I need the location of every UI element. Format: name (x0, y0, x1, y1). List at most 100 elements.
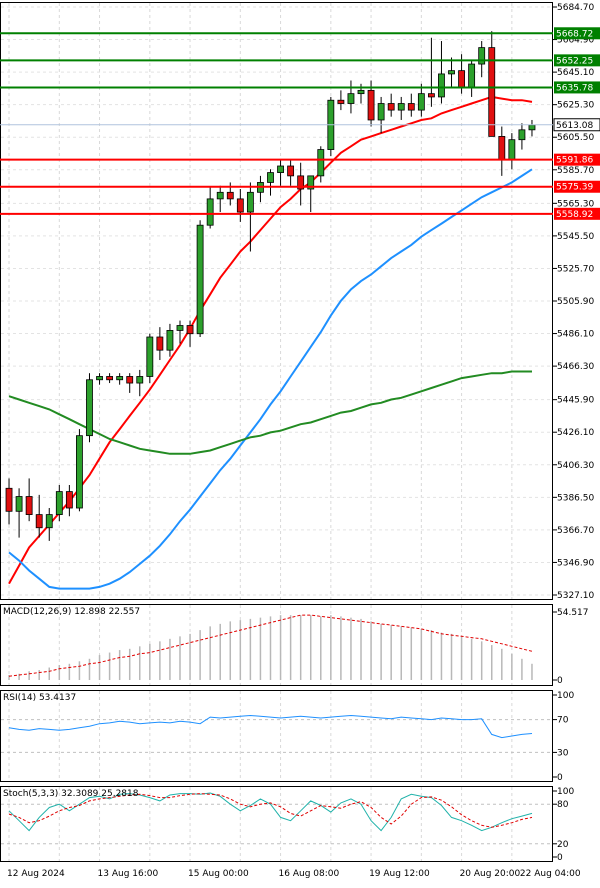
price-axis-label: 5406.30 (557, 461, 594, 471)
time-axis-label: 19 Aug 12:00 (369, 869, 430, 879)
candle-body (65, 491, 73, 509)
candle-body (176, 325, 184, 331)
rsi-axis-label: 0 (557, 773, 563, 783)
candle (377, 96, 385, 134)
candle-body (377, 103, 385, 121)
candle (86, 373, 93, 443)
candle (236, 189, 244, 222)
price-axis-label: 5645.10 (557, 68, 594, 78)
candle (116, 373, 124, 385)
moving-average-line-2 (8, 370, 532, 455)
candle-body (136, 376, 144, 384)
price-axis-label: 5605.50 (557, 133, 594, 143)
pane-frame-1 (0, 604, 553, 686)
candle-body (196, 224, 204, 335)
candle-body (106, 376, 114, 381)
level-price-label: 5591.86 (556, 156, 593, 166)
candle-body (468, 63, 476, 88)
candle-body (236, 198, 244, 213)
candle (126, 373, 134, 393)
candle-body (166, 330, 174, 351)
candle-body (25, 496, 33, 515)
candle-body (478, 47, 486, 65)
stoch-d-line (8, 793, 533, 828)
stoch-label: Stoch(5,3,3) 32.3089 25.2818 (3, 789, 139, 799)
candle (106, 373, 114, 384)
price-axis-label: 5327.10 (557, 591, 594, 601)
macd-label: MACD(12,26,9) 12.898 22.557 (3, 607, 140, 617)
candle (186, 320, 194, 347)
price-axis-label: 5386.50 (557, 493, 594, 503)
candle-body (498, 136, 506, 160)
level-price-tag (554, 54, 600, 67)
candle-body (337, 99, 345, 104)
candle-body (246, 191, 254, 213)
price-axis-label: 5445.90 (557, 396, 594, 406)
price-axis-label: 5466.30 (557, 362, 594, 372)
candle (307, 175, 315, 213)
candle-body (367, 89, 375, 121)
candle-body (488, 47, 496, 137)
candle (206, 187, 214, 229)
candle-body (186, 325, 194, 335)
level-price-label: 5635.78 (556, 83, 593, 93)
candle (417, 83, 425, 117)
candle-body (116, 376, 124, 381)
level-price-label: 5652.25 (556, 56, 593, 66)
time-axis-label: 13 Aug 16:00 (98, 869, 159, 879)
candle-body (317, 149, 325, 177)
candle-body (156, 336, 164, 351)
price-axis-label: 5426.10 (557, 428, 594, 438)
level-price-tag (554, 180, 600, 193)
candle (337, 90, 345, 111)
candle (317, 146, 325, 183)
candle (438, 41, 445, 104)
candle-body (206, 198, 214, 226)
stoch-axis-label: 80 (557, 800, 569, 810)
candle (176, 320, 184, 344)
candle (407, 93, 415, 117)
candle (327, 96, 335, 157)
level-price-tag (554, 27, 600, 40)
candle (427, 37, 435, 107)
candle-body (458, 70, 465, 88)
price-axis-label: 5505.90 (557, 297, 594, 307)
time-axis-label: 12 Aug 2024 (7, 869, 65, 879)
candle-body (216, 191, 224, 200)
moving-average-line-0 (8, 95, 533, 585)
time-axis-label: 22 Aug 04:00 (520, 869, 581, 879)
level-price-tag (554, 207, 600, 220)
macd-axis-label: 0 (557, 676, 563, 686)
candle (498, 126, 506, 176)
candle-body (15, 496, 23, 512)
candle-body (508, 139, 516, 160)
level-price-label: 5668.72 (556, 29, 593, 39)
candle (166, 323, 174, 357)
candle-body (528, 124, 536, 131)
candle-body (438, 73, 445, 98)
candle (528, 119, 536, 137)
stoch-k-line (8, 792, 533, 832)
stoch-axis-label: 100 (557, 787, 574, 797)
candle-body (45, 514, 53, 529)
rsi-line (8, 714, 533, 739)
candle (15, 488, 23, 538)
candle-body (126, 376, 134, 384)
candle-body (5, 487, 13, 512)
stoch-axis-label: 20 (557, 840, 569, 850)
candle (65, 484, 73, 517)
candle (518, 123, 526, 150)
current-price-label: 5613.08 (556, 121, 593, 131)
macd-signal-line (8, 614, 533, 677)
candle (478, 41, 486, 78)
candle (267, 169, 274, 196)
time-axis-label: 20 Aug 20:00 (460, 869, 521, 879)
candle (5, 478, 13, 525)
candle-body (287, 165, 295, 177)
candle (468, 60, 476, 97)
pane-frame-3 (0, 786, 553, 862)
current-price-tag (553, 118, 600, 132)
candle (246, 182, 254, 252)
